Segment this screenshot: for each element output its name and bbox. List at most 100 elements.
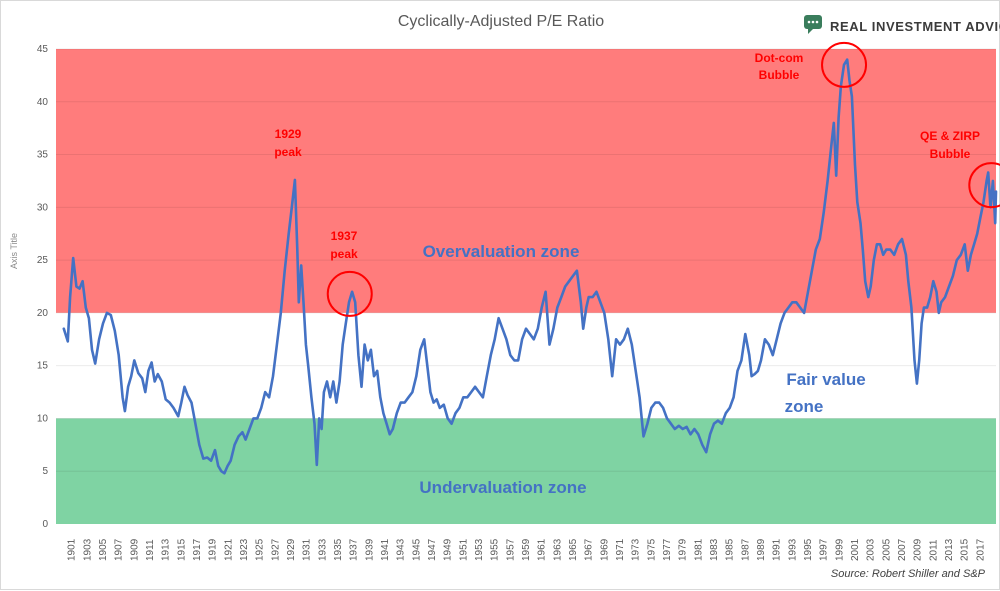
x-tick-label: 1939 [364,538,375,561]
x-tick-label: 2005 [881,538,892,561]
brand-logo [804,15,822,34]
x-tick-label: 2007 [897,538,908,561]
gridlines [56,48,996,472]
x-tick-label: 1937 [349,538,360,561]
x-tick-label: 1973 [631,538,642,561]
x-tick-label: 1993 [787,538,798,561]
x-tick-label: 1995 [803,538,814,561]
annotation-dotcom-line1: Dot-com [755,51,804,65]
annotation-circle-peak1937 [326,270,373,317]
x-tick-label: 1903 [82,538,93,561]
x-tick-label: 1909 [129,538,140,561]
x-tick-label: 1999 [834,538,845,561]
y-tick-label: 10 [37,413,49,424]
x-tick-label: 1921 [223,538,234,561]
source-note: Source: Robert Shiller and S&P [831,568,986,580]
x-tick-label: 1931 [302,538,313,561]
x-tick-label: 1989 [756,538,767,561]
cape-line [62,58,998,475]
x-tick-label: 2011 [928,539,939,561]
x-axis-ticks: 1901 1903 1905 1907 1909 1911 1913 1915 1917 1919… [67,538,987,561]
x-tick-label: 1905 [98,538,109,561]
x-tick-label: 1945 [411,538,422,561]
x-tick-label: 1933 [317,538,328,561]
x-tick-label: 2009 [913,538,924,561]
x-tick-label: 1901 [67,538,78,561]
x-tick-label: 1925 [255,538,266,561]
x-tick-label: 1913 [161,538,172,561]
x-tick-label: 1947 [427,538,438,561]
valuation-bands [56,49,996,524]
overvaluation-zone-label: Overvaluation zone [423,242,580,261]
y-axis-ticks: 0 5 10 15 20 25 30 35 40 45 [37,44,49,530]
x-tick-label: 1981 [693,538,704,561]
y-tick-label: 20 [37,308,49,319]
x-tick-label: 1923 [239,538,250,561]
x-tick-label: 1963 [552,538,563,561]
chart-title: Cyclically-Adjusted P/E Ratio [398,13,604,30]
x-tick-label: 1929 [286,538,297,561]
x-tick-label: 1915 [176,538,187,561]
annotation-1937-line2: peak [330,247,358,261]
x-tick-label: 1971 [615,538,626,561]
annotation-1929-line1: 1929 [275,127,302,141]
x-tick-label: 1957 [505,538,516,561]
x-tick-label: 2001 [850,538,861,561]
cape-series [62,58,998,475]
x-tick-label: 1991 [772,538,783,561]
chat-bubble-logo-tail [808,29,813,34]
x-tick-label: 1983 [709,538,720,561]
y-axis-title: Axis Title [9,233,19,269]
x-tick-label: 1997 [819,538,830,561]
fair-value-zone-label: Fair value [786,370,865,389]
y-tick-label: 30 [37,202,49,213]
annotation-circles [326,41,1000,317]
x-tick-label: 1955 [490,538,501,561]
y-tick-label: 45 [37,44,49,55]
y-tick-label: 40 [37,97,49,108]
logo-dot [807,20,811,24]
x-tick-label: 2017 [975,538,986,561]
x-tick-label: 1961 [537,538,548,561]
x-tick-label: 1969 [599,538,610,561]
x-tick-label: 1917 [192,538,203,561]
x-tick-label: 1951 [458,538,469,561]
x-tick-label: 1943 [396,538,407,561]
x-tick-label: 1959 [521,538,532,561]
x-tick-label: 1953 [474,538,485,561]
x-tick-label: 1919 [208,538,219,561]
band-undervaluation [56,418,996,524]
y-tick-label: 5 [42,466,48,477]
annotation-circle-dotcom [821,41,868,88]
x-tick-label: 1985 [725,538,736,561]
x-tick-label: 1977 [662,538,673,561]
logo-dot [815,20,819,24]
x-tick-label: 1927 [270,538,281,561]
undervaluation-zone-label: Undervaluation zone [419,478,586,497]
y-tick-label: 0 [42,519,48,530]
fair-value-zone-label-line2: zone [785,397,824,416]
x-tick-label: 1965 [568,538,579,561]
annotation-dotcom-line2: Bubble [759,68,800,82]
x-tick-label: 2013 [944,538,955,561]
x-tick-label: 1967 [584,538,595,561]
x-tick-label: 1911 [145,539,156,561]
annotation-1937-line1: 1937 [331,229,358,243]
x-tick-label: 2015 [960,538,971,561]
x-tick-label: 1979 [678,538,689,561]
logo-dot [811,20,815,24]
x-tick-label: 1987 [740,538,751,561]
annotation-qe-line2: Bubble [930,147,971,161]
annotation-circle-qe [968,162,1000,209]
brand-name: REAL INVESTMENT ADVICE [830,19,1000,34]
x-tick-label: 2003 [866,538,877,561]
annotation-qe-line1: QE & ZIRP [920,129,980,143]
annotation-1929-line2: peak [274,145,302,159]
x-tick-label: 1949 [443,538,454,561]
y-tick-label: 25 [37,255,49,266]
x-tick-label: 1907 [114,538,125,561]
x-tick-label: 1975 [646,538,657,561]
y-tick-label: 15 [37,361,49,372]
